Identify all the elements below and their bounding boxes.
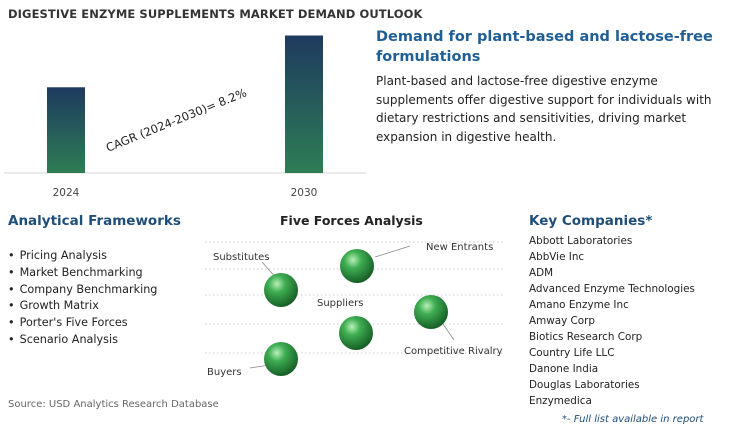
leader-line — [374, 245, 411, 258]
companies-footnote: *- Full list available in report — [562, 414, 704, 425]
cagr-annotation: CAGR (2024-2030)= 8.2% — [104, 85, 249, 154]
x-tick-label: 2024 — [53, 187, 80, 199]
leader-line — [442, 323, 455, 341]
list-item: Abbott Laboratories — [529, 235, 633, 247]
substitutes-sphere — [264, 273, 298, 307]
demand-heading: Demand for plant-based and lactose-free … — [376, 29, 713, 65]
demand-description: Plant-based and lactose-free digestive e… — [376, 74, 712, 144]
new-entrants-sphere — [340, 249, 374, 283]
frameworks-title: Analytical Frameworks — [8, 213, 181, 229]
companies-title: Key Companies* — [529, 213, 653, 229]
list-item: ADM — [529, 267, 554, 279]
suppliers-label: Suppliers — [317, 298, 363, 309]
source-note: Source: USD Analytics Research Database — [8, 399, 219, 410]
bar-2030 — [285, 35, 323, 174]
list-item: Pricing Analysis — [8, 248, 157, 265]
list-item: Danone India — [529, 363, 599, 375]
competitive-rivalry-sphere — [414, 295, 448, 329]
five-forces-diagram: Substitutes New Entrants Suppliers Compe… — [205, 241, 505, 378]
list-item: Scenario Analysis — [8, 332, 157, 349]
bar-2024 — [47, 87, 85, 173]
list-item: Country Life LLC — [529, 347, 615, 359]
list-item: Porter's Five Forces — [8, 315, 157, 332]
list-item: Company Benchmarking — [8, 282, 158, 299]
companies-list: Abbott Laboratories AbbVie Inc ADM Advan… — [529, 233, 695, 409]
suppliers-sphere — [339, 316, 373, 350]
new-entrants-label: New Entrants — [426, 242, 493, 253]
list-item: Amway Corp — [529, 315, 596, 327]
x-tick-label: 2030 — [291, 187, 318, 199]
buyers-sphere — [264, 342, 298, 376]
substitutes-label: Substitutes — [213, 252, 269, 263]
list-item: AbbVie Inc — [529, 251, 585, 263]
list-item: Growth Matrix — [8, 298, 157, 315]
frameworks-list: Pricing Analysis Market Benchmarking Com… — [8, 248, 158, 349]
demand-bar-chart: 2024 2030 CAGR (2024-2030)= 8.2% — [4, 35, 366, 199]
competitive-rivalry-label: Competitive Rivalry — [404, 346, 503, 357]
list-item: Market Benchmarking — [8, 265, 157, 282]
list-item: Advanced Enzyme Technologies — [529, 283, 695, 295]
page-title: DIGESTIVE ENZYME SUPPLEMENTS MARKET DEMA… — [8, 7, 423, 21]
buyers-label: Buyers — [207, 367, 242, 378]
list-item: Enzymedica — [529, 395, 592, 407]
list-item: Amano Enzyme Inc — [529, 299, 629, 311]
list-item: Biotics Research Corp — [529, 331, 643, 343]
five-forces-title: Five Forces Analysis — [280, 213, 423, 228]
list-item: Douglas Laboratories — [529, 379, 640, 391]
